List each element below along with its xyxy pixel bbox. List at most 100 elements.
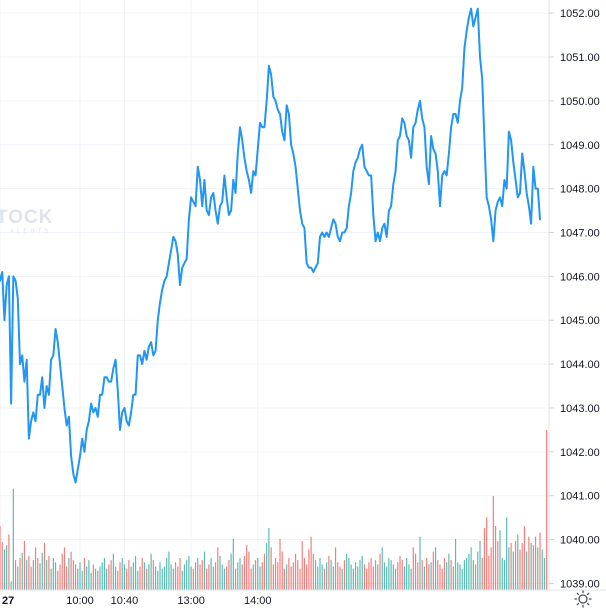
volume-bar [28,555,30,590]
volume-bar [12,488,14,590]
volume-bar [390,560,392,590]
volume-bar [274,558,277,590]
volume-bar [59,564,61,590]
volume-bar [83,558,86,590]
volume-bar [174,562,177,590]
volume-bar [97,570,99,590]
volume-bar [383,562,386,590]
volume-bar [488,555,490,590]
price-tick-label: 1045.00 [560,315,600,327]
volume-bar [319,558,321,590]
volume-bar [388,558,390,590]
volume-bar [0,526,1,590]
volume-bar [437,560,439,590]
price-tick-label: 1047.00 [560,227,600,239]
volume-bar [228,560,230,590]
volume-bar [230,553,232,590]
volume-bar [137,570,139,590]
volume-bar [134,555,137,590]
volume-bar [128,560,130,590]
volume-bar [292,562,294,590]
volume-bar [361,555,363,590]
volume-bar [290,566,292,590]
volume-bar [541,549,543,590]
volume-bar [161,568,163,590]
volume-bar [163,566,166,590]
volume-bar [501,558,503,590]
settings-gear-icon[interactable] [574,590,592,608]
volume-bar [517,534,519,590]
volume-bar [219,555,221,590]
volume-bar [246,545,248,590]
volume-bar [248,551,250,590]
volume-bar [277,562,279,590]
volume-bar [528,536,530,590]
volume-bar [123,564,126,590]
volume-bar [197,558,199,590]
volume-bar [526,551,528,590]
volume-bar [34,547,37,590]
volume-bar [299,568,301,590]
volume-bar [119,562,121,590]
volume-bar [37,558,39,590]
price-tick-label: 1040.00 [560,535,600,547]
volume-bar [419,536,421,590]
volume-bar [30,566,32,590]
volume-bar [217,547,219,590]
volume-bar [223,568,226,590]
volume-bar [470,547,472,590]
volume-bar [159,562,161,590]
volume-bar [359,560,361,590]
volume-bar [88,560,90,590]
volume-bar [343,560,346,590]
volume-bar [232,538,234,590]
volume-bar [101,562,103,590]
volume-bar [241,564,243,590]
volume-bar [214,562,217,590]
volume-bar [454,538,457,590]
volume-bar [374,560,377,590]
volume-bar [410,568,412,590]
volume-bar [452,566,454,590]
volume-bar [283,568,286,590]
volume-bar [152,560,154,590]
volume-bar [263,553,266,590]
price-tick-label: 1043.00 [560,403,600,415]
price-tick-label: 1049.00 [560,140,600,152]
price-axis[interactable]: 1039.00 1040.00 1041.00 1042.00 1043.00 1044.… [549,8,600,590]
volume-bar [150,553,152,590]
volume-bar [14,560,17,590]
price-tick-label: 1051.00 [560,52,600,64]
volume-bar [372,566,374,590]
volume-bar [508,547,510,590]
volume-bar [259,566,261,590]
volume-bar [514,540,517,590]
volume-bar [341,568,343,590]
volume-bar [106,568,108,590]
volume-bar [188,555,190,590]
volume-bar [337,562,339,590]
volume-bar [114,566,117,590]
volume-bar [506,517,508,590]
volume-bar [428,564,430,590]
volume-bar [523,526,526,590]
volume-bar [308,549,310,590]
volume-bar [512,551,514,590]
volume-bar [112,553,114,590]
time-axis[interactable]: 27 10:00 10:40 13:00 14:00 [2,595,272,607]
volume-bar [539,532,541,590]
volume-bar [94,568,97,590]
volume-bar [392,564,394,590]
volume-bar [46,560,48,590]
volume-bar [483,528,486,590]
volume-bar [439,564,441,590]
volume-bar [412,547,414,590]
volume-bar [130,566,132,590]
volume-bar [63,547,66,590]
volume-bar [57,570,59,590]
volume-bar [252,564,254,590]
volume-bar [257,558,259,590]
volume-bar [408,564,410,590]
price-line [0,7,541,484]
